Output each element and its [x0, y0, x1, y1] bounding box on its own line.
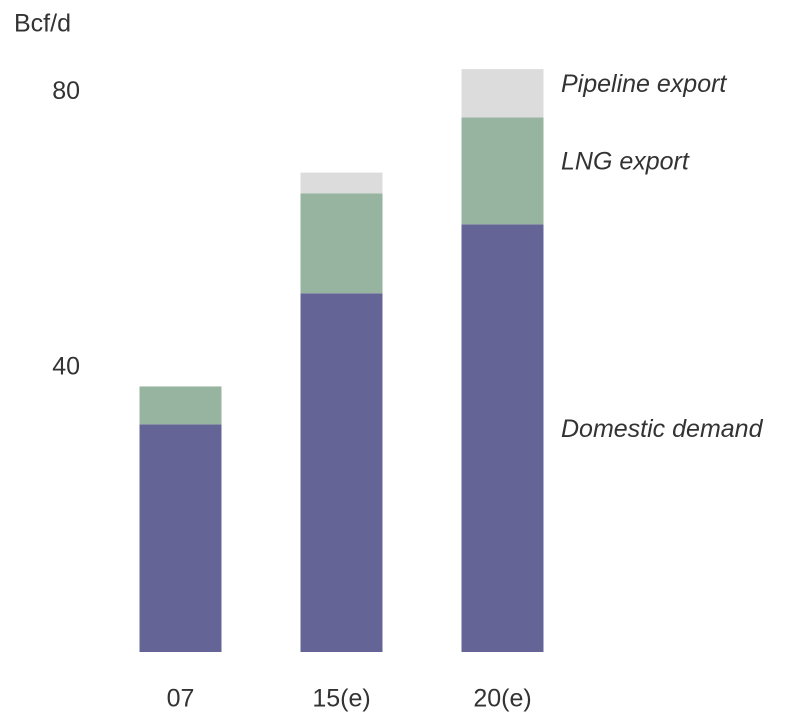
bar-segment: [300, 293, 383, 652]
legend-label: Domestic demand: [561, 415, 764, 443]
x-tick-label: 15(e): [312, 685, 370, 713]
x-tick-label: 07: [167, 685, 195, 713]
bar-segment: [139, 424, 222, 652]
bar-segment: [461, 69, 544, 118]
y-tick-label: 80: [52, 77, 80, 105]
bar-segment: [300, 193, 383, 294]
bar-segment: [139, 386, 222, 425]
bar-segment: [461, 224, 544, 652]
bar-segment: [300, 172, 383, 194]
legend-label: Pipeline export: [561, 70, 727, 98]
bar-segment: [461, 117, 544, 225]
x-tick-label: 20(e): [473, 685, 531, 713]
y-tick-label: 40: [52, 353, 80, 381]
y-axis-label: Bcf/d: [14, 10, 71, 38]
legend-label: LNG export: [561, 147, 690, 175]
